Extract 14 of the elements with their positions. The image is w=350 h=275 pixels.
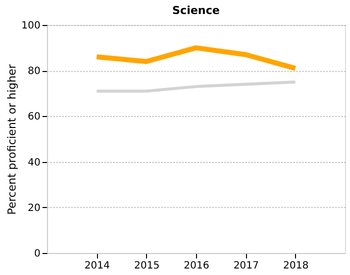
line-series: [95, 80, 297, 93]
y-tick-label: 0: [34, 248, 40, 260]
x-tick-label: 2017: [233, 260, 259, 272]
y-axis-title: Percent proficient or higher: [5, 64, 18, 215]
x-tick-label: 2015: [134, 260, 160, 272]
x-tick-label: 2014: [84, 260, 110, 272]
y-tick-label: 80: [28, 66, 40, 78]
y-tick-label: 60: [28, 112, 40, 123]
chart-title: Science: [172, 4, 220, 17]
x-tick-label: 2016: [184, 260, 210, 272]
x-tick-label: 2018: [283, 260, 309, 272]
y-tick-label: 40: [28, 157, 40, 168]
y-tick-label: 20: [28, 202, 40, 214]
y-tick-label: 100: [21, 20, 40, 32]
